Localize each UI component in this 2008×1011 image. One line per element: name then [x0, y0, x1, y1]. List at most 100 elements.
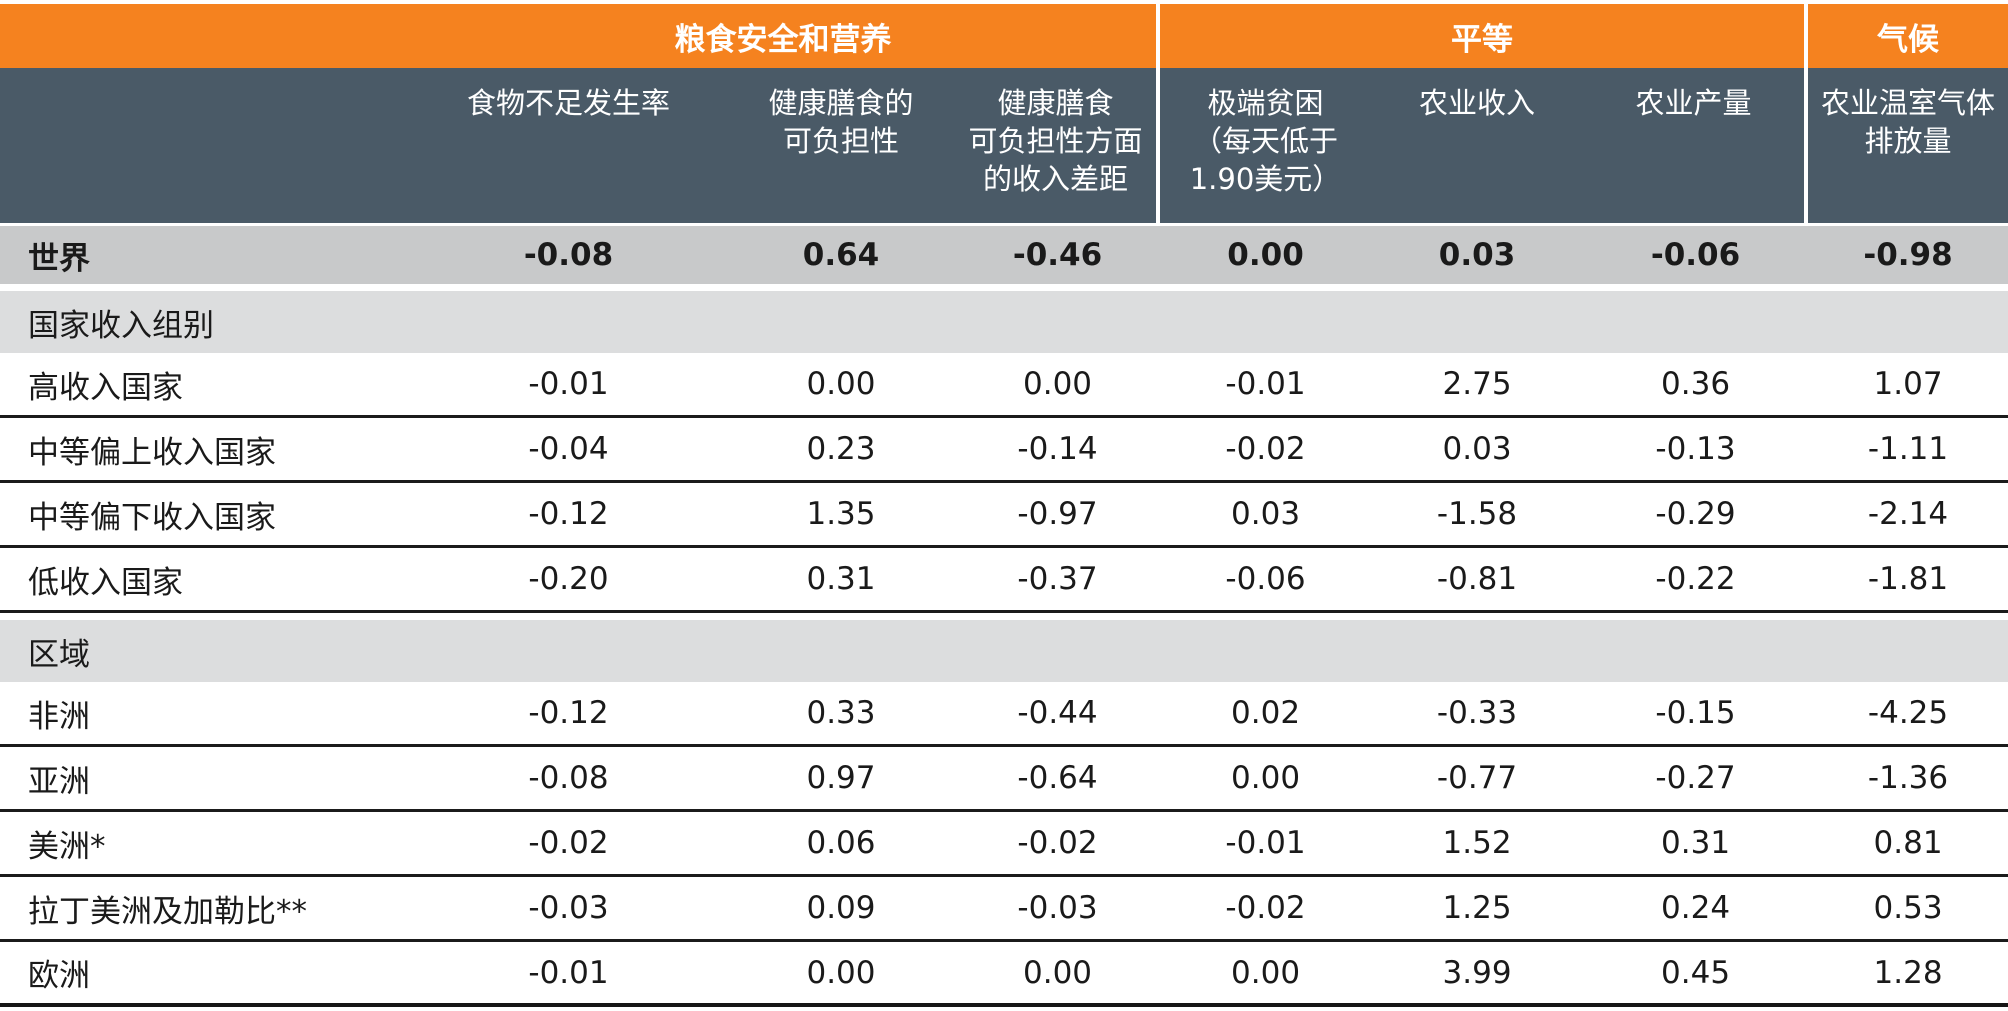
cell-value: -0.64 — [955, 747, 1161, 812]
cell-value: 1.35 — [727, 483, 955, 548]
table-row: 低收入国家 -0.20 0.31 -0.37 -0.06 -0.81 -0.22 -1.81 — [0, 548, 2008, 613]
col-header-agri-ghg-emissions: 农业温室气体 排放量 — [1808, 68, 2008, 223]
cell-value: 0.53 — [1808, 877, 2008, 942]
cell-value: 0.33 — [727, 682, 955, 747]
table-row: 中等偏下收入国家 -0.12 1.35 -0.97 0.03 -1.58 -0.29 -2.1… — [0, 483, 2008, 548]
table-row: 高收入国家 -0.01 0.00 0.00 -0.01 2.75 0.36 1.07 — [0, 353, 2008, 418]
corner-cell — [0, 68, 410, 223]
cell-value: 0.02 — [1160, 682, 1372, 747]
cell-value: -0.08 — [410, 747, 727, 812]
cell-value: -4.25 — [1808, 682, 2008, 747]
cell-value: 1.28 — [1808, 942, 2008, 1007]
col-header-agricultural-output: 农业产量 — [1583, 68, 1809, 223]
cell-value: -0.22 — [1583, 548, 1809, 613]
row-label: 美洲* — [0, 812, 410, 877]
row-label: 非洲 — [0, 682, 410, 747]
section-label: 区域 — [0, 613, 2008, 682]
row-label: 低收入国家 — [0, 548, 410, 613]
cell-value: 3.99 — [1371, 942, 1584, 1007]
cell-value: -0.12 — [410, 483, 727, 548]
col-header-undernourishment: 食物不足发生率 — [410, 68, 727, 223]
row-label: 亚洲 — [0, 747, 410, 812]
cell-value: -0.46 — [955, 223, 1161, 284]
row-label: 欧洲 — [0, 942, 410, 1007]
cell-value: -0.01 — [1160, 353, 1372, 418]
cell-value: 1.52 — [1371, 812, 1584, 877]
indicator-table: 粮食安全和营养 平等 气候 食物不足发生率 健康膳食的 可负担性 健康膳食 可负… — [0, 4, 2008, 1007]
table-row: 中等偏上收入国家 -0.04 0.23 -0.14 -0.02 0.03 -0.13 -1.1… — [0, 418, 2008, 483]
cell-value: -0.06 — [1160, 548, 1372, 613]
cell-value: 0.24 — [1583, 877, 1809, 942]
cell-value: -0.08 — [410, 223, 727, 284]
section-row: 国家收入组别 — [0, 284, 2008, 353]
cell-value: -0.29 — [1583, 483, 1809, 548]
cell-value: -0.02 — [1160, 418, 1372, 483]
cell-value: -0.13 — [1583, 418, 1809, 483]
cell-value: -0.77 — [1371, 747, 1584, 812]
group-header-equality: 平等 — [1160, 4, 1809, 68]
cell-value: 0.00 — [955, 353, 1161, 418]
cell-value: -1.11 — [1808, 418, 2008, 483]
cell-value: -0.20 — [410, 548, 727, 613]
cell-value: -0.44 — [955, 682, 1161, 747]
cell-value: 2.75 — [1371, 353, 1584, 418]
cell-value: 0.00 — [1160, 223, 1372, 284]
cell-value: -1.81 — [1808, 548, 2008, 613]
cell-value: -2.14 — [1808, 483, 2008, 548]
cell-value: 0.97 — [727, 747, 955, 812]
cell-value: -0.02 — [410, 812, 727, 877]
section-label: 国家收入组别 — [0, 284, 2008, 353]
cell-value: -1.36 — [1808, 747, 2008, 812]
cell-value: 0.00 — [727, 353, 955, 418]
cell-value: -1.58 — [1371, 483, 1584, 548]
cell-value: -0.02 — [1160, 877, 1372, 942]
cell-value: 0.03 — [1371, 418, 1584, 483]
col-header-farm-income: 农业收入 — [1371, 68, 1584, 223]
cell-value: 0.00 — [1160, 747, 1372, 812]
column-header-row: 食物不足发生率 健康膳食的 可负担性 健康膳食 可负担性方面 的收入差距 极端贫… — [0, 68, 2008, 223]
corner-cell-top — [0, 4, 410, 68]
group-header-climate: 气候 — [1808, 4, 2008, 68]
cell-value: 0.06 — [727, 812, 955, 877]
section-row: 区域 — [0, 613, 2008, 682]
cell-value: 0.64 — [727, 223, 955, 284]
cell-value: 0.03 — [1371, 223, 1584, 284]
table-row: 美洲* -0.02 0.06 -0.02 -0.01 1.52 0.31 0.81 — [0, 812, 2008, 877]
cell-value: -0.02 — [955, 812, 1161, 877]
col-header-extreme-poverty: 极端贫困 （每天低于 1.90美元） — [1160, 68, 1372, 223]
table-header: 粮食安全和营养 平等 气候 食物不足发生率 健康膳食的 可负担性 健康膳食 可负… — [0, 4, 2008, 223]
cell-value: -0.81 — [1371, 548, 1584, 613]
cell-value: -0.12 — [410, 682, 727, 747]
cell-value: -0.98 — [1808, 223, 2008, 284]
cell-value: 0.81 — [1808, 812, 2008, 877]
table-row: 世界 -0.08 0.64 -0.46 0.00 0.03 -0.06 -0.98 — [0, 223, 2008, 284]
table-body: 世界 -0.08 0.64 -0.46 0.00 0.03 -0.06 -0.98 国家收入组别… — [0, 223, 2008, 1007]
cell-value: -0.15 — [1583, 682, 1809, 747]
cell-value: -0.01 — [410, 942, 727, 1007]
cell-value: -0.14 — [955, 418, 1161, 483]
cell-value: 0.31 — [1583, 812, 1809, 877]
cell-value: 0.31 — [727, 548, 955, 613]
cell-value: 0.23 — [727, 418, 955, 483]
cell-value: 0.36 — [1583, 353, 1809, 418]
cell-value: -0.01 — [1160, 812, 1372, 877]
row-label: 世界 — [0, 223, 410, 284]
row-label: 拉丁美洲及加勒比** — [0, 877, 410, 942]
cell-value: -0.33 — [1371, 682, 1584, 747]
group-header-row: 粮食安全和营养 平等 气候 — [0, 4, 2008, 68]
col-header-income-gap-affordability: 健康膳食 可负担性方面 的收入差距 — [955, 68, 1161, 223]
cell-value: 0.03 — [1160, 483, 1372, 548]
cell-value: -0.27 — [1583, 747, 1809, 812]
row-label: 中等偏上收入国家 — [0, 418, 410, 483]
cell-value: 0.00 — [727, 942, 955, 1007]
row-label: 中等偏下收入国家 — [0, 483, 410, 548]
cell-value: 0.00 — [955, 942, 1161, 1007]
cell-value: -0.04 — [410, 418, 727, 483]
cell-value: -0.03 — [955, 877, 1161, 942]
col-header-diet-affordability: 健康膳食的 可负担性 — [727, 68, 955, 223]
row-label: 高收入国家 — [0, 353, 410, 418]
cell-value: 1.07 — [1808, 353, 2008, 418]
cell-value: 0.45 — [1583, 942, 1809, 1007]
cell-value: 0.09 — [727, 877, 955, 942]
